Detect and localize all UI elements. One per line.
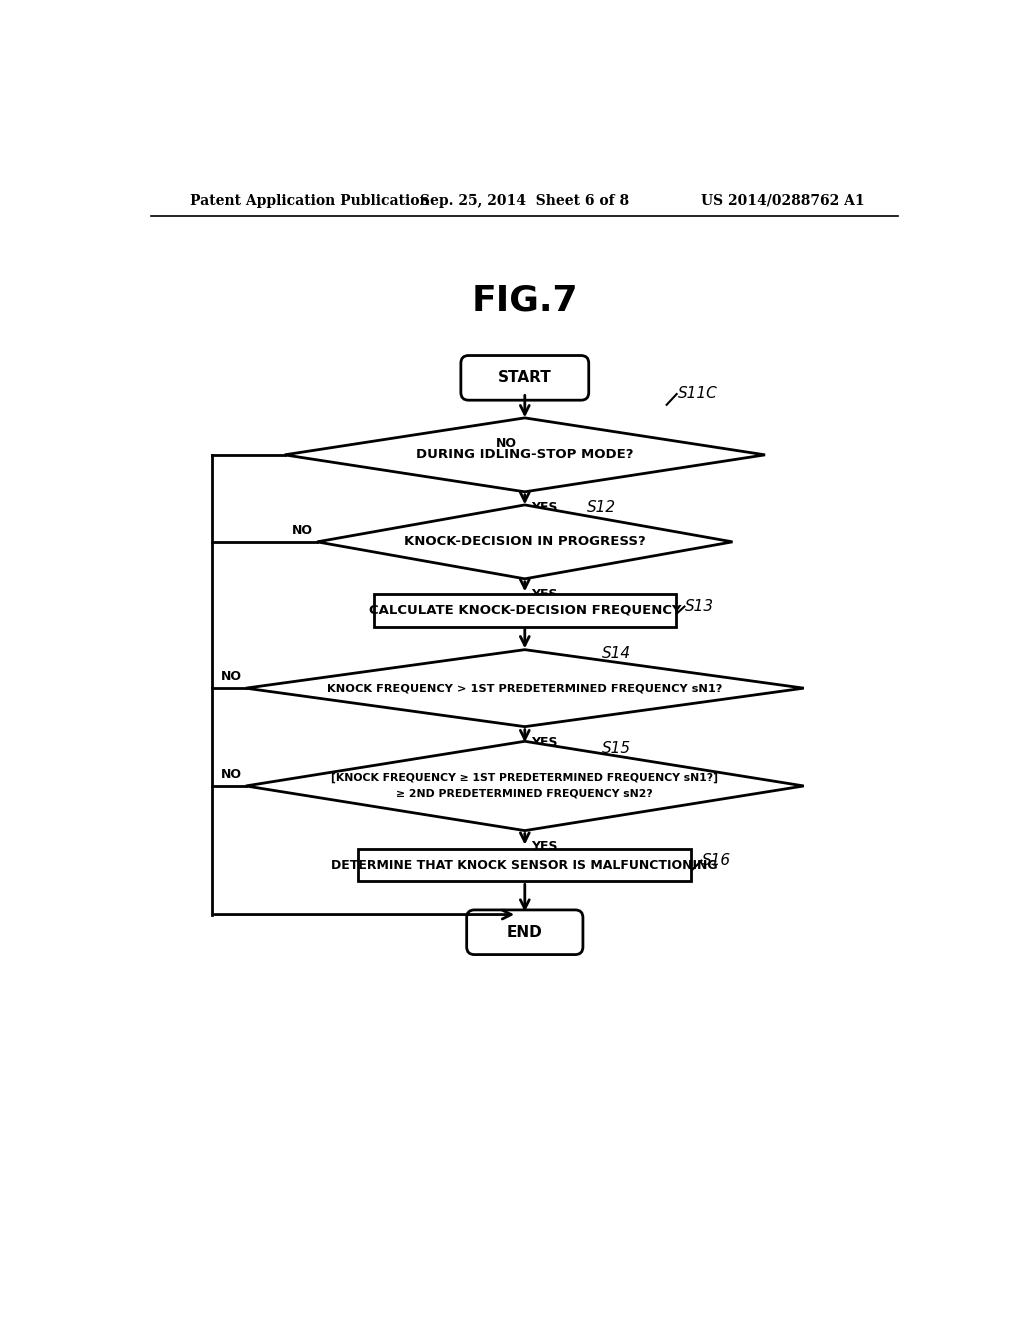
Polygon shape — [317, 506, 732, 578]
Text: NO: NO — [496, 437, 517, 450]
Text: S15: S15 — [602, 741, 632, 756]
Text: START: START — [498, 371, 552, 385]
Text: [KNOCK FREQUENCY ≥ 1ST PREDETERMINED FREQUENCY sN1?]: [KNOCK FREQUENCY ≥ 1ST PREDETERMINED FRE… — [332, 774, 718, 783]
Text: KNOCK FREQUENCY > 1ST PREDETERMINED FREQUENCY sN1?: KNOCK FREQUENCY > 1ST PREDETERMINED FREQ… — [328, 684, 722, 693]
Bar — [374, 594, 676, 627]
Text: US 2014/0288762 A1: US 2014/0288762 A1 — [700, 194, 864, 207]
Text: NO: NO — [292, 524, 313, 537]
FancyBboxPatch shape — [461, 355, 589, 400]
Text: YES: YES — [531, 502, 557, 513]
Text: YES: YES — [531, 589, 557, 601]
Text: NO: NO — [221, 768, 242, 781]
Text: END: END — [507, 925, 543, 940]
Text: S12: S12 — [587, 500, 615, 515]
FancyBboxPatch shape — [467, 909, 583, 954]
Text: S14: S14 — [602, 645, 632, 661]
Text: CALCULATE KNOCK-DECISION FREQUENCY: CALCULATE KNOCK-DECISION FREQUENCY — [369, 603, 681, 616]
Polygon shape — [246, 742, 804, 830]
Polygon shape — [285, 418, 765, 492]
Polygon shape — [246, 649, 804, 726]
Text: ≥ 2ND PREDETERMINED FREQUENCY sN2?: ≥ 2ND PREDETERMINED FREQUENCY sN2? — [396, 788, 653, 799]
Text: YES: YES — [531, 840, 557, 853]
Text: KNOCK-DECISION IN PROGRESS?: KNOCK-DECISION IN PROGRESS? — [403, 536, 646, 548]
Text: Sep. 25, 2014  Sheet 6 of 8: Sep. 25, 2014 Sheet 6 of 8 — [420, 194, 630, 207]
Text: FIG.7: FIG.7 — [471, 284, 579, 318]
Text: Patent Application Publication: Patent Application Publication — [190, 194, 430, 207]
Text: YES: YES — [531, 737, 557, 748]
Text: S11C: S11C — [678, 385, 718, 401]
Text: NO: NO — [221, 671, 242, 684]
Bar — [358, 849, 691, 882]
Text: S16: S16 — [701, 853, 731, 869]
Text: DETERMINE THAT KNOCK SENSOR IS MALFUNCTIONING: DETERMINE THAT KNOCK SENSOR IS MALFUNCTI… — [332, 859, 718, 871]
Text: DURING IDLING-STOP MODE?: DURING IDLING-STOP MODE? — [416, 449, 634, 462]
Text: S13: S13 — [684, 599, 714, 614]
